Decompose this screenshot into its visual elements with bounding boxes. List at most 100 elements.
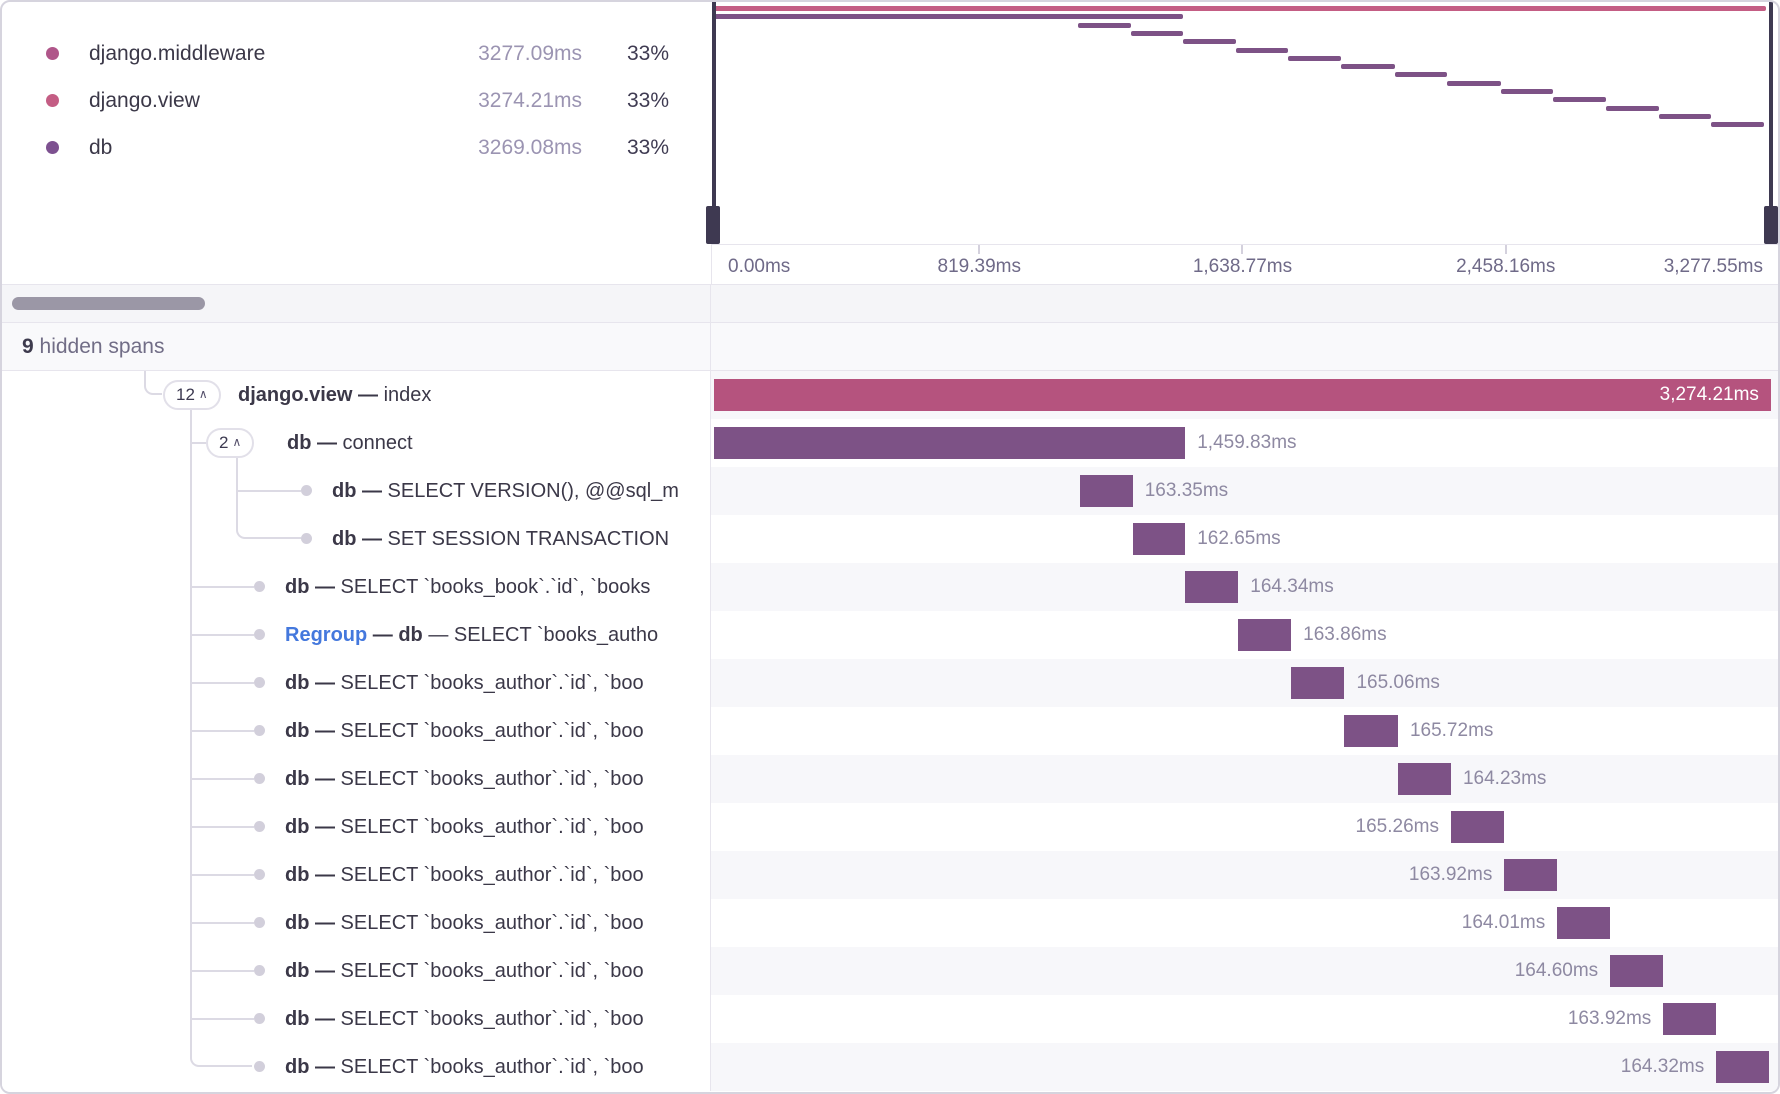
tree-connector-line (236, 458, 238, 503)
span-row-label[interactable]: db — SELECT VERSION(), @@sql_m (332, 467, 679, 515)
waterfall-bar[interactable] (1716, 1051, 1770, 1083)
span-label-text: SELECT `books_author`.`id`, `boo (340, 960, 644, 982)
brush-right-edge[interactable] (1769, 2, 1773, 247)
span-label-text: SELECT `books_author`.`id`, `boo (340, 816, 644, 838)
collapse-badge[interactable]: 12 ∧ (163, 380, 221, 410)
span-duration-label: 164.32ms (1620, 1056, 1705, 1077)
minimap-span-7 (1341, 64, 1395, 70)
span-row-label[interactable]: db — SELECT `books_author`.`id`, `boo (285, 851, 644, 899)
span-label-text: db — (332, 480, 388, 502)
span-duration-label: 163.92ms (1408, 864, 1493, 885)
waterfall-bar[interactable] (1557, 907, 1611, 939)
span-row-label[interactable]: db — SELECT `books_author`.`id`, `boo (285, 899, 644, 947)
waterfall-bar[interactable] (1238, 619, 1292, 651)
span-label-text: db — (285, 720, 341, 742)
span-row-label[interactable]: db — SELECT `books_author`.`id`, `boo (285, 707, 644, 755)
waterfall-bar[interactable] (1663, 1003, 1717, 1035)
span-label-text: db — (285, 816, 341, 838)
legend-item-name: django.middleware (89, 41, 266, 65)
span-label-text: django.view — (238, 384, 384, 406)
timeline-minimap[interactable]: 0.00ms 819.39ms 1,638.77ms 2,458.16ms 3,277.… (706, 2, 1778, 284)
waterfall-bar[interactable] (1397, 763, 1451, 795)
horizontal-scrollbar-thumb[interactable] (12, 297, 205, 310)
span-row-label[interactable]: db — SET SESSION TRANSACTION (332, 515, 669, 563)
axis-tick-label: 3,277.55ms (1663, 256, 1763, 277)
minimap-span-1 (714, 14, 1183, 20)
legend-item-0[interactable]: django.middleware 3277.09ms 33% (2, 30, 710, 77)
axis-tick-mark (1241, 245, 1244, 254)
brush-left-handle-icon[interactable] (706, 206, 720, 244)
tree-connector-line (237, 490, 301, 492)
waterfall-bar[interactable] (1450, 811, 1505, 843)
span-row-label[interactable]: db — SELECT `books_author`.`id`, `boo (285, 803, 644, 851)
span-label-text: db — (285, 672, 341, 694)
tree-connector-line (191, 778, 254, 780)
minimap-span-9 (1447, 80, 1501, 86)
waterfall-row-stripe (710, 755, 1778, 803)
tree-connector-line (191, 634, 254, 636)
span-type-color-dot (46, 94, 59, 107)
waterfall-bar[interactable] (1080, 475, 1133, 507)
span-duration-label: 165.72ms (1409, 720, 1494, 741)
tree-connector-line (191, 730, 254, 732)
span-row-label[interactable]: db — connect (287, 419, 413, 467)
span-row-label[interactable]: db — SELECT `books_author`.`id`, `boo (285, 755, 644, 803)
span-bullet-icon (254, 677, 265, 688)
span-label-text: SELECT `books_author`.`id`, `boo (340, 720, 644, 742)
collapse-badge-count: 2 (219, 433, 229, 452)
tree-connector-line (191, 970, 254, 972)
span-bullet-icon (254, 821, 265, 832)
legend-item-2[interactable]: db 3269.08ms 33% (2, 124, 710, 171)
waterfall-bar[interactable] (1610, 955, 1664, 987)
span-label-text: SELECT `books_author`.`id`, `boo (340, 912, 644, 934)
waterfall-bar[interactable] (1291, 667, 1345, 699)
span-bullet-icon (254, 1013, 265, 1024)
span-type-color-dot (46, 47, 59, 60)
axis-tick-label: 1,638.77ms (1192, 256, 1293, 277)
hidden-spans-row[interactable]: 9 hidden spans (2, 323, 1778, 371)
span-label-text: SELECT VERSION(), @@sql_m (387, 480, 679, 502)
span-row-label[interactable]: db — SELECT `books_author`.`id`, `boo (285, 995, 644, 1043)
legend-item-1[interactable]: django.view 3274.21ms 33% (2, 77, 710, 124)
minimap-span-11 (1553, 97, 1606, 103)
brush-right-handle-icon[interactable] (1764, 206, 1778, 244)
span-row-label[interactable]: db — SELECT `books_author`.`id`, `boo (285, 947, 644, 995)
tree-connector-elbow (190, 1019, 252, 1067)
span-bullet-icon (254, 869, 265, 880)
span-label-text: index (383, 384, 432, 406)
span-row-label[interactable]: db — SELECT `books_author`.`id`, `boo (285, 1043, 644, 1091)
waterfall-bar[interactable] (1132, 523, 1186, 555)
waterfall-bar[interactable] (714, 427, 1186, 459)
minimap-span-8 (1394, 72, 1448, 78)
waterfall-row-stripe (710, 563, 1778, 611)
legend-item-name: django.view (89, 88, 200, 112)
tree-connector-line (191, 682, 254, 684)
span-label-link[interactable]: Regroup (285, 624, 368, 646)
span-row-label[interactable]: Regroup — db — SELECT `books_autho (285, 611, 658, 659)
collapse-badge[interactable]: 2 ∧ (206, 428, 255, 458)
span-label-text: SELECT `books_author`.`id`, `boo (340, 768, 644, 790)
legend-item-percent: 33% (626, 88, 669, 112)
waterfall-row-stripe (710, 1043, 1778, 1091)
waterfall-bar[interactable]: 3,274.21ms (714, 379, 1771, 411)
minimap-span-5 (1235, 47, 1289, 53)
span-label-text: db — (285, 768, 341, 790)
timeline-axis: 0.00ms 819.39ms 1,638.77ms 2,458.16ms 3,277.… (711, 244, 1778, 284)
waterfall-row-stripe (710, 851, 1778, 899)
legend-item-time: 3269.08ms (478, 135, 582, 159)
span-row-label[interactable]: db — SELECT `books_book`.`id`, `books (285, 563, 650, 611)
waterfall-bar[interactable] (1344, 715, 1398, 747)
span-row-label[interactable]: django.view — index (238, 371, 431, 419)
axis-tick-label: 2,458.16ms (1456, 256, 1556, 277)
collapse-badge-count: 12 (176, 385, 195, 404)
tree-connector-line (191, 874, 254, 876)
waterfall-bar[interactable] (1504, 859, 1558, 891)
span-label-text: SELECT `books_author`.`id`, `boo (340, 1056, 644, 1078)
brush-left-edge[interactable] (712, 2, 716, 247)
span-row-label[interactable]: db — SELECT `books_author`.`id`, `boo (285, 659, 644, 707)
waterfall-bar[interactable] (1185, 571, 1239, 603)
span-bullet-icon (301, 533, 312, 544)
span-bullet-icon (254, 917, 265, 928)
span-label-text: db — (285, 1056, 341, 1078)
